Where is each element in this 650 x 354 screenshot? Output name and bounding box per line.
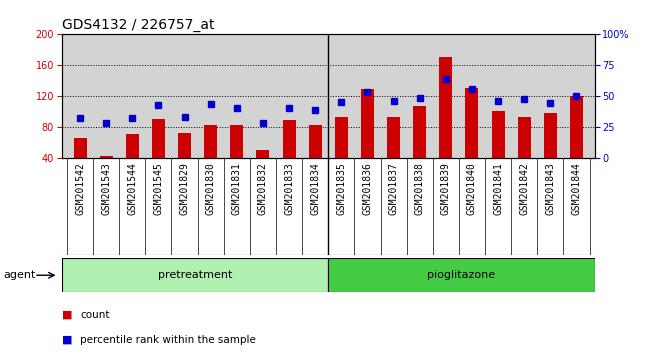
Bar <box>256 150 270 158</box>
Bar <box>413 105 426 158</box>
Bar <box>387 117 400 158</box>
Text: GSM201834: GSM201834 <box>310 162 320 215</box>
Bar <box>230 125 243 158</box>
Text: pretreatment: pretreatment <box>158 270 232 280</box>
Bar <box>570 96 583 158</box>
Bar <box>309 125 322 158</box>
Bar <box>99 156 112 158</box>
Text: GSM201843: GSM201843 <box>545 162 555 215</box>
Text: GSM201837: GSM201837 <box>389 162 398 215</box>
Text: GSM201833: GSM201833 <box>284 162 294 215</box>
Text: GSM201829: GSM201829 <box>179 162 190 215</box>
Text: percentile rank within the sample: percentile rank within the sample <box>80 335 256 345</box>
Bar <box>73 138 86 158</box>
Bar <box>152 119 165 158</box>
Bar <box>125 134 139 158</box>
Text: GSM201840: GSM201840 <box>467 162 477 215</box>
Text: GSM201835: GSM201835 <box>336 162 346 215</box>
Text: GSM201543: GSM201543 <box>101 162 111 215</box>
Text: GSM201841: GSM201841 <box>493 162 503 215</box>
Bar <box>517 117 531 158</box>
Bar <box>439 57 452 158</box>
Bar <box>328 258 595 292</box>
Text: GDS4132 / 226757_at: GDS4132 / 226757_at <box>62 18 214 32</box>
Text: GSM201844: GSM201844 <box>571 162 582 215</box>
Text: GSM201832: GSM201832 <box>258 162 268 215</box>
Text: GSM201830: GSM201830 <box>205 162 216 215</box>
Text: pioglitazone: pioglitazone <box>428 270 495 280</box>
Bar <box>204 125 217 158</box>
Bar <box>544 113 557 158</box>
Bar <box>283 120 296 158</box>
Text: ■: ■ <box>62 335 72 345</box>
Bar <box>178 133 191 158</box>
Text: GSM201545: GSM201545 <box>153 162 163 215</box>
Text: GSM201842: GSM201842 <box>519 162 529 215</box>
Text: agent: agent <box>3 270 36 280</box>
Bar <box>491 111 504 158</box>
Text: count: count <box>80 310 109 320</box>
Text: GSM201839: GSM201839 <box>441 162 451 215</box>
Text: ■: ■ <box>62 310 72 320</box>
Bar <box>361 89 374 158</box>
Text: GSM201544: GSM201544 <box>127 162 137 215</box>
Bar <box>62 258 328 292</box>
Bar <box>335 117 348 158</box>
Text: GSM201836: GSM201836 <box>363 162 372 215</box>
Bar <box>465 88 478 158</box>
Text: GSM201838: GSM201838 <box>415 162 424 215</box>
Text: GSM201542: GSM201542 <box>75 162 85 215</box>
Text: GSM201831: GSM201831 <box>232 162 242 215</box>
